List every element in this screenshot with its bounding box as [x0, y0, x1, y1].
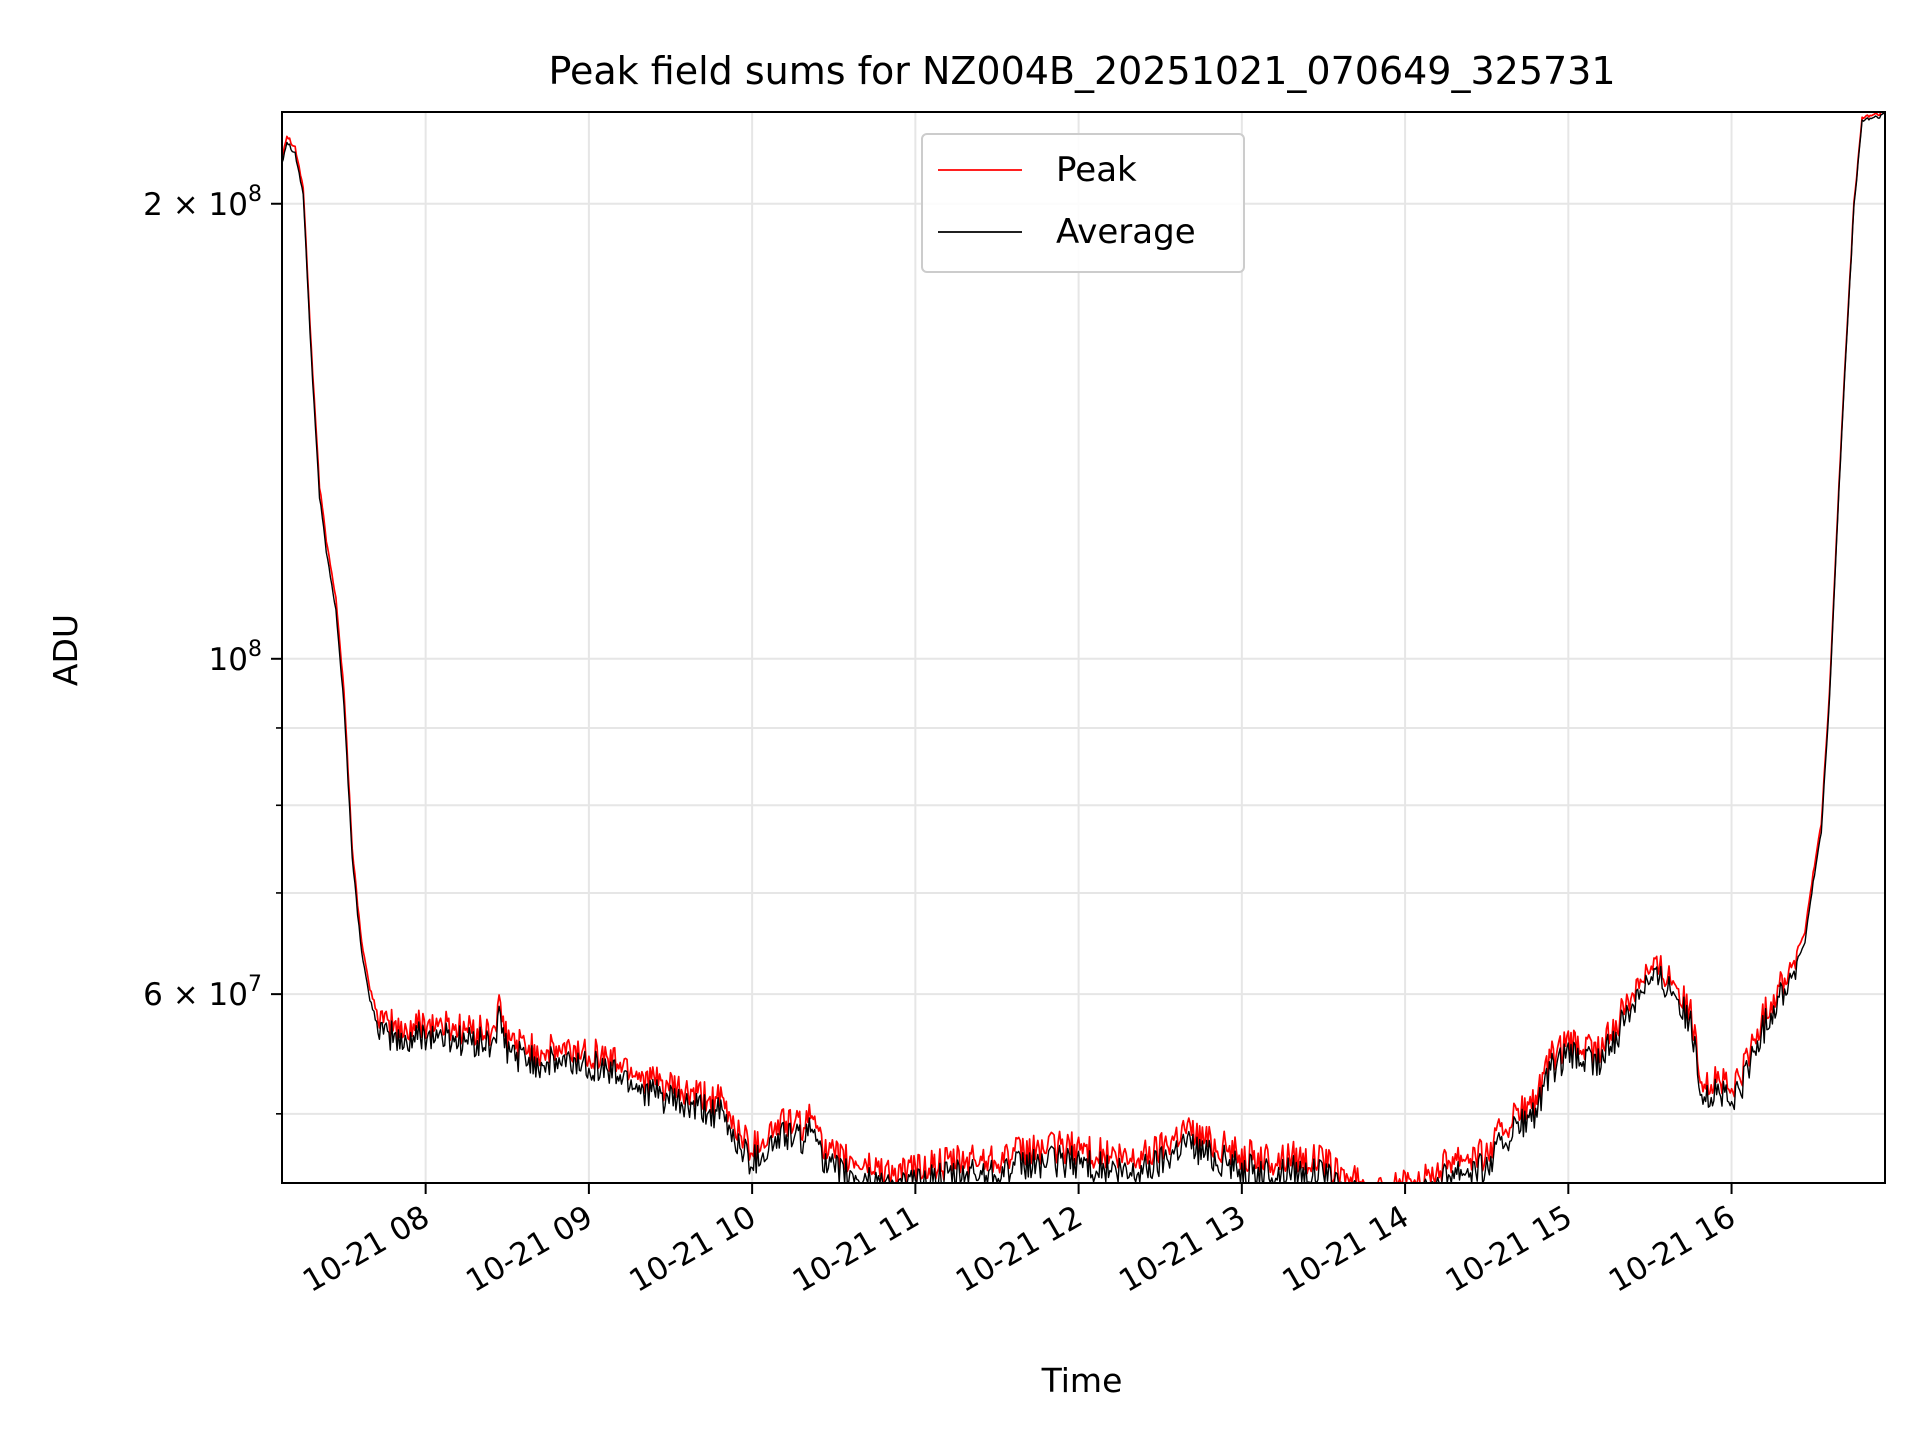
legend-label: Peak	[1056, 150, 1137, 190]
grid	[282, 112, 1885, 1183]
x-tick-label: 10-21 16	[1603, 1199, 1742, 1300]
y-tick-label: 108	[209, 637, 262, 678]
y-axis: 6 × 107 108 2 × 108	[143, 182, 282, 1115]
legend-box	[921, 133, 1245, 273]
x-tick-label: 10-21 09	[460, 1199, 599, 1300]
legend: Peak Average	[921, 133, 1245, 273]
series-line-average	[281, 112, 1886, 1184]
x-tick-label: 10-21 12	[950, 1199, 1089, 1300]
x-tick-label: 10-21 13	[1113, 1199, 1252, 1300]
x-axis: 10-21 08 10-21 09 10-21 10 10-21 11 10-21 12…	[297, 1183, 1742, 1300]
y-tick-label: 6 × 107	[143, 972, 262, 1013]
y-axis-label: ADU	[46, 614, 85, 686]
x-tick-label: 10-21 15	[1440, 1199, 1579, 1300]
plot-frame	[281, 111, 1886, 1184]
series-line-peak	[281, 111, 1885, 1184]
legend-label: Average	[1056, 212, 1196, 252]
x-tick-label: 10-21 11	[787, 1199, 926, 1300]
y-tick-label: 2 × 108	[143, 182, 262, 223]
x-tick-label: 10-21 08	[297, 1199, 436, 1300]
series-lines	[281, 111, 1886, 1184]
x-tick-label: 10-21 10	[623, 1199, 762, 1300]
x-axis-label: Time	[1041, 1361, 1123, 1400]
x-tick-label: 10-21 14	[1276, 1199, 1415, 1300]
chart-title: Peak field sums for NZ004B_20251021_0706…	[548, 49, 1615, 93]
